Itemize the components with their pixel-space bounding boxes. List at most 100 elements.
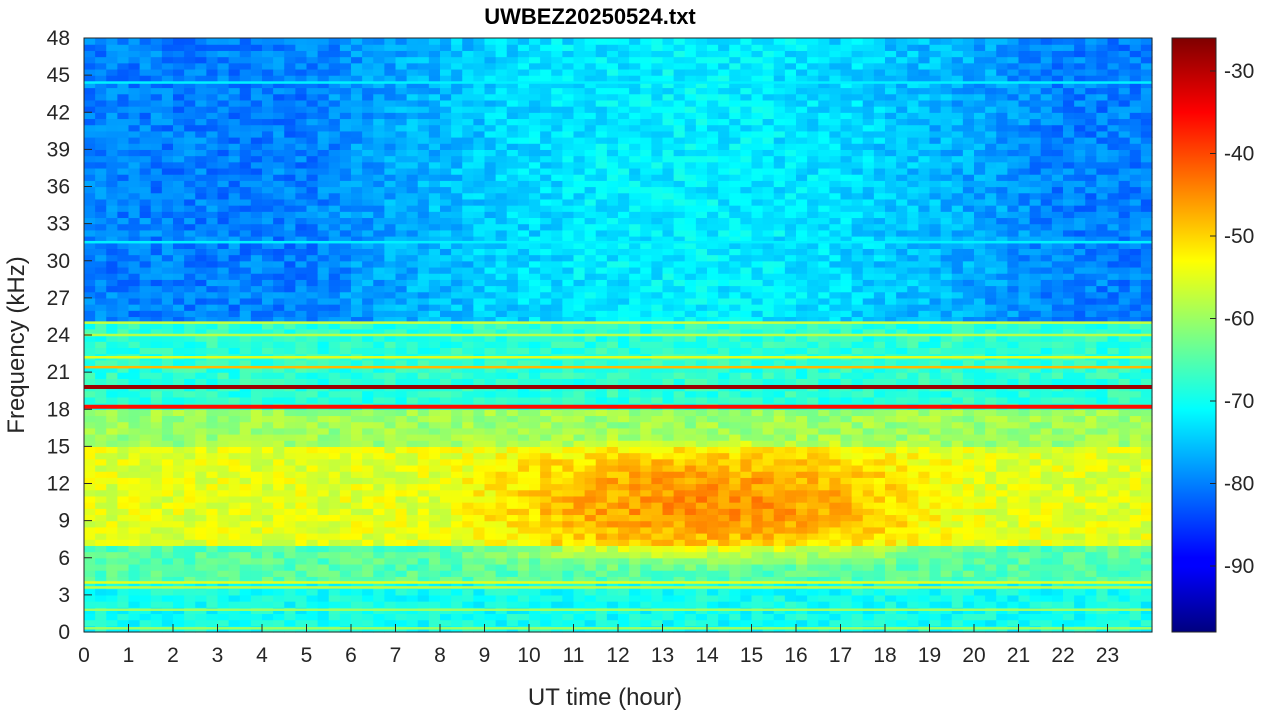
heatmap-cell (517, 619, 530, 627)
heatmap-cell (384, 322, 397, 330)
heatmap-cell (239, 601, 252, 608)
heatmap-cell (517, 415, 530, 423)
heatmap-cell (651, 446, 664, 454)
heatmap-cell (440, 205, 452, 212)
heatmap-cell (184, 223, 196, 231)
heatmap-cell (529, 495, 541, 503)
heatmap-cell (440, 452, 452, 460)
heatmap-cell (362, 619, 374, 627)
heatmap-cell (451, 260, 463, 268)
heatmap-cell (273, 260, 285, 268)
heatmap-cell (250, 409, 263, 417)
heatmap-cell (495, 508, 508, 516)
heatmap-cell (451, 396, 463, 404)
heatmap-cell (595, 390, 608, 398)
heatmap-cell (406, 582, 419, 590)
heatmap-cell (328, 539, 341, 546)
heatmap-cell (351, 483, 363, 491)
heatmap-cell (84, 582, 96, 590)
heatmap-cell (195, 570, 207, 577)
heatmap-cell (484, 446, 497, 454)
heatmap-cell (395, 161, 408, 169)
heatmap-cell (117, 310, 130, 318)
heatmap-cell (339, 130, 352, 138)
heatmap-cell (150, 545, 163, 553)
heatmap-cell (262, 180, 274, 188)
heatmap-cell (184, 161, 196, 169)
heatmap-cell (618, 446, 630, 454)
heatmap-cell (529, 211, 541, 219)
heatmap-cell (562, 576, 575, 584)
heatmap-cell (384, 365, 397, 373)
heatmap-cell (517, 137, 530, 144)
heatmap-cell (562, 38, 575, 45)
heatmap-cell (495, 38, 508, 45)
heatmap-cell (618, 508, 630, 516)
heatmap-cell (428, 545, 441, 553)
heatmap-cell (551, 186, 563, 194)
heatmap-cell (184, 291, 196, 299)
heatmap-cell (406, 310, 419, 318)
heatmap-cell (395, 149, 408, 157)
heatmap-cell (484, 576, 497, 584)
heatmap-cell (651, 81, 664, 89)
heatmap-cell (428, 335, 441, 342)
heatmap-cell (573, 365, 586, 373)
heatmap-cell (351, 266, 363, 274)
heatmap-cell (462, 545, 474, 553)
heatmap-cell (339, 143, 352, 150)
heatmap-cell (573, 174, 586, 181)
heatmap-cell (195, 452, 207, 460)
heatmap-cell (295, 106, 308, 113)
heatmap-cell (540, 477, 552, 485)
heatmap-cell (640, 167, 652, 175)
heatmap-cell (339, 372, 352, 379)
heatmap-cell (117, 242, 130, 249)
heatmap-cell (417, 143, 430, 150)
heatmap-cell (473, 328, 486, 336)
heatmap-cell (106, 297, 118, 305)
heatmap-cell (506, 582, 519, 590)
heatmap-cell (506, 545, 519, 553)
heatmap-cell (184, 421, 196, 429)
heatmap-cell (629, 551, 641, 559)
heatmap-cell (306, 130, 319, 138)
heatmap-cell (362, 594, 374, 602)
heatmap-cell (462, 62, 474, 70)
heatmap-cell (517, 526, 530, 534)
heatmap-cell (228, 502, 241, 509)
heatmap-cell (540, 588, 552, 596)
heatmap-cell (618, 297, 630, 305)
heatmap-cell (295, 409, 308, 417)
heatmap-cell (95, 434, 107, 441)
heatmap-cell (651, 279, 664, 287)
heatmap-cell (373, 124, 385, 132)
heatmap-cell (606, 310, 619, 318)
heatmap-cell (384, 279, 397, 287)
heatmap-cell (495, 130, 508, 138)
heatmap-cell (95, 260, 107, 268)
heatmap-cell (84, 161, 96, 169)
heatmap-cell (306, 211, 319, 219)
heatmap-cell (551, 613, 563, 621)
heatmap-cell (284, 613, 296, 621)
heatmap-cell (106, 124, 118, 132)
heatmap-cell (317, 279, 330, 287)
heatmap-cell (239, 520, 252, 528)
heatmap-cell (618, 56, 630, 64)
heatmap-cell (428, 304, 441, 311)
heatmap-cell (228, 211, 241, 219)
heatmap-cell (473, 563, 486, 571)
heatmap-cell (573, 328, 586, 336)
heatmap-cell (640, 242, 652, 249)
heatmap-cell (629, 378, 641, 386)
heatmap-cell (84, 508, 96, 516)
heatmap-cell (618, 124, 630, 132)
heatmap-cell (362, 112, 374, 120)
heatmap-cell (440, 198, 452, 206)
heatmap-cell (239, 205, 252, 212)
heatmap-cell (217, 50, 230, 58)
heatmap-cell (206, 601, 219, 608)
heatmap-cell (217, 570, 230, 577)
heatmap-cell (128, 601, 141, 608)
